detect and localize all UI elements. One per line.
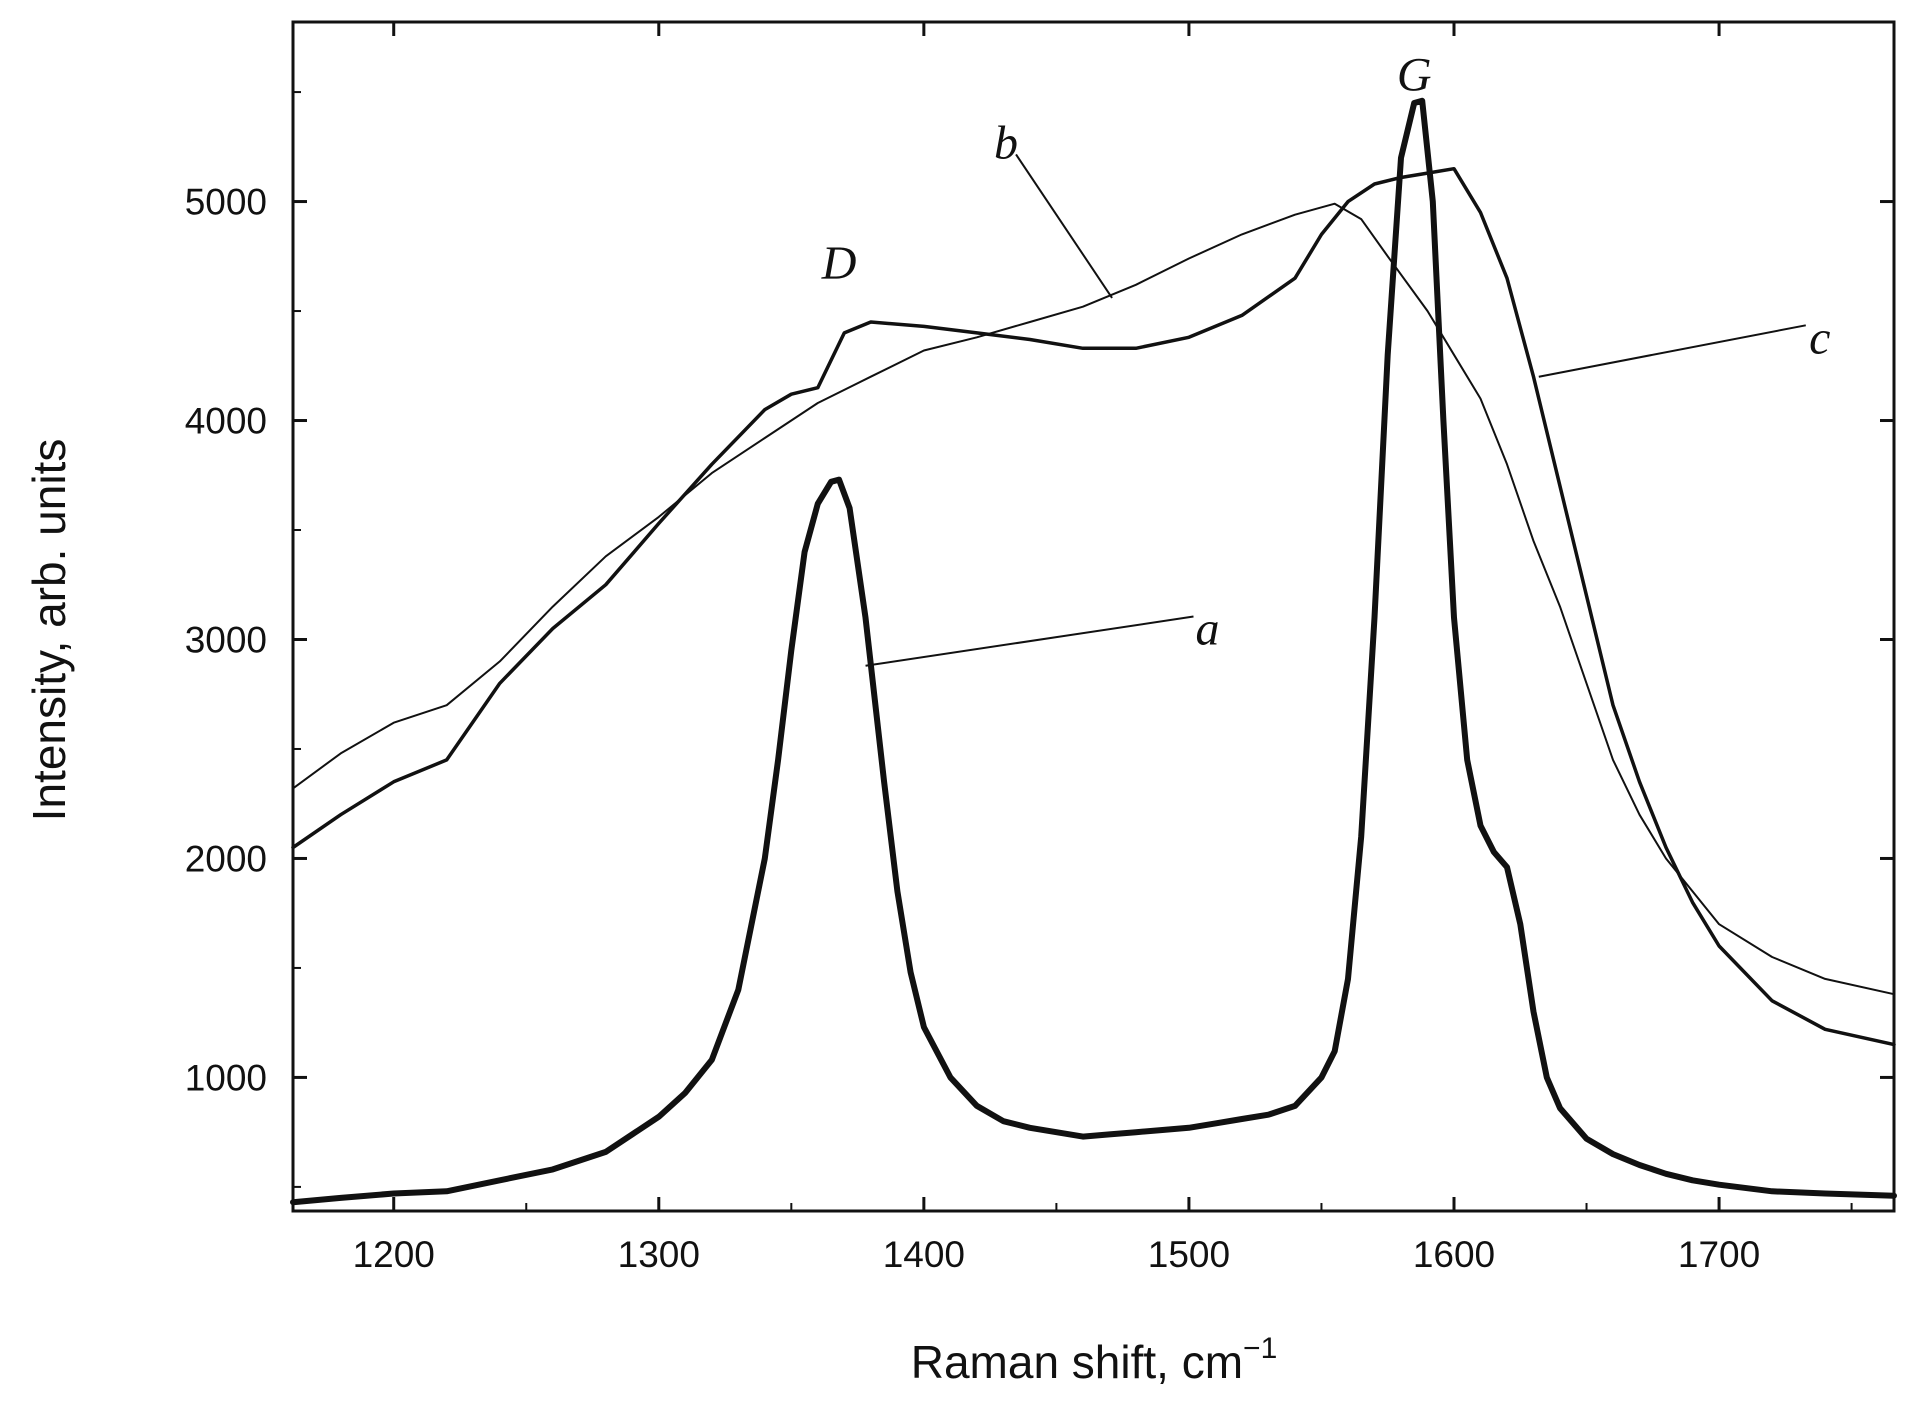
plot-frame bbox=[291, 20, 1896, 1213]
annotation-label-c: c bbox=[1809, 311, 1830, 364]
x-axis-title-superscript: −1 bbox=[1243, 1332, 1277, 1365]
y-tick-label: 1000 bbox=[185, 1057, 267, 1098]
y-axis-title: Intensity, arb. units bbox=[23, 439, 75, 822]
x-axis-title-text: Raman shift, cm bbox=[911, 1336, 1243, 1388]
annotation-layer: D Ga b c bbox=[821, 49, 1830, 667]
x-tick-label: 1200 bbox=[353, 1234, 435, 1275]
annotation-label-D: D bbox=[821, 237, 857, 290]
x-axis-title: Raman shift, cm−1 bbox=[911, 1332, 1278, 1388]
annotation-leader-b bbox=[1015, 153, 1113, 299]
series-line-a bbox=[290, 97, 1897, 1206]
annotation-label-b: b bbox=[994, 116, 1018, 169]
x-tick-label: 1500 bbox=[1148, 1234, 1230, 1275]
x-tick-label: 1600 bbox=[1413, 1234, 1495, 1275]
y-axis-ticks: 1000 2000 3000 4000 5000 bbox=[185, 91, 1894, 1188]
y-tick-label: 5000 bbox=[185, 182, 267, 223]
annotation-label-a: a bbox=[1195, 603, 1219, 656]
series-line-b bbox=[292, 202, 1895, 996]
x-axis-ticks: 1200 1300 1400 1500 1600 1700 bbox=[353, 22, 1853, 1275]
y-tick-label: 4000 bbox=[185, 401, 267, 442]
series-layer bbox=[290, 97, 1897, 1206]
series-line-c bbox=[291, 166, 1896, 1047]
annotation-leader-c bbox=[1538, 324, 1806, 378]
y-tick-label: 3000 bbox=[185, 619, 267, 660]
annotation-leader-a bbox=[865, 615, 1194, 667]
x-tick-label: 1400 bbox=[883, 1234, 965, 1275]
x-tick-label: 1300 bbox=[618, 1234, 700, 1275]
annotation-label-G: G bbox=[1397, 49, 1432, 102]
x-tick-label: 1700 bbox=[1678, 1234, 1760, 1275]
y-tick-label: 2000 bbox=[185, 838, 267, 879]
